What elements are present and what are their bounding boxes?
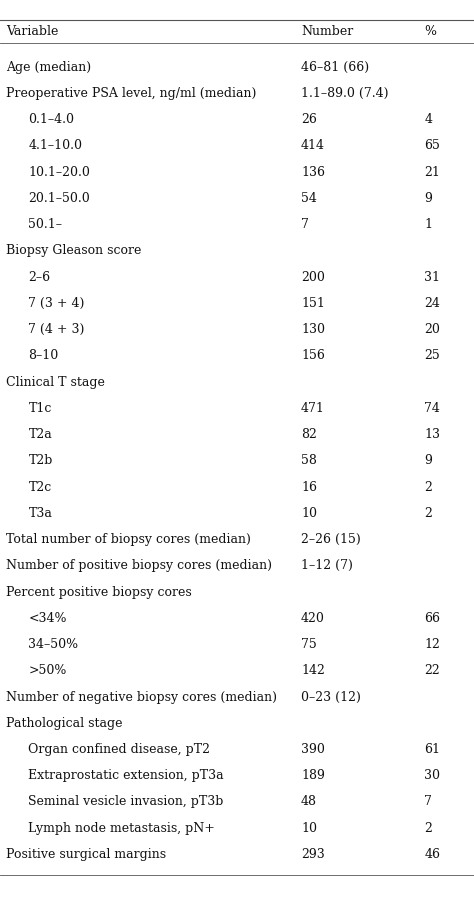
Text: Percent positive biopsy cores: Percent positive biopsy cores <box>6 586 191 598</box>
Text: 471: 471 <box>301 401 325 415</box>
Text: 151: 151 <box>301 297 325 310</box>
Text: Age (median): Age (median) <box>6 60 91 74</box>
Text: 66: 66 <box>424 612 440 625</box>
Text: Number of positive biopsy cores (median): Number of positive biopsy cores (median) <box>6 559 272 572</box>
Text: 13: 13 <box>424 428 440 441</box>
Text: 2: 2 <box>424 507 432 520</box>
Text: 22: 22 <box>424 664 440 678</box>
Text: 20.1–50.0: 20.1–50.0 <box>28 192 90 205</box>
Text: <34%: <34% <box>28 612 67 625</box>
Text: 136: 136 <box>301 166 325 178</box>
Text: 10: 10 <box>301 507 317 520</box>
Text: 9: 9 <box>424 454 432 467</box>
Text: 31: 31 <box>424 271 440 284</box>
Text: 10: 10 <box>301 822 317 834</box>
Text: 2: 2 <box>424 822 432 834</box>
Text: 82: 82 <box>301 428 317 441</box>
Text: 1: 1 <box>424 218 432 231</box>
Text: 26: 26 <box>301 113 317 126</box>
Text: 10.1–20.0: 10.1–20.0 <box>28 166 91 178</box>
Text: %: % <box>424 25 436 38</box>
Text: 7: 7 <box>301 218 309 231</box>
Text: 34–50%: 34–50% <box>28 638 79 651</box>
Text: Variable: Variable <box>6 25 58 38</box>
Text: 46: 46 <box>424 848 440 861</box>
Text: 21: 21 <box>424 166 440 178</box>
Text: Total number of biopsy cores (median): Total number of biopsy cores (median) <box>6 533 251 546</box>
Text: Biopsy Gleason score: Biopsy Gleason score <box>6 244 141 257</box>
Text: T3a: T3a <box>28 507 52 520</box>
Text: Extraprostatic extension, pT3a: Extraprostatic extension, pT3a <box>28 770 224 782</box>
Text: 30: 30 <box>424 770 440 782</box>
Text: 390: 390 <box>301 743 325 756</box>
Text: 4: 4 <box>424 113 432 126</box>
Text: Organ confined disease, pT2: Organ confined disease, pT2 <box>28 743 210 756</box>
Text: 156: 156 <box>301 349 325 363</box>
Text: 8–10: 8–10 <box>28 349 59 363</box>
Text: T2c: T2c <box>28 481 52 493</box>
Text: 0–23 (12): 0–23 (12) <box>301 690 361 704</box>
Text: 420: 420 <box>301 612 325 625</box>
Text: T2a: T2a <box>28 428 52 441</box>
Text: 7: 7 <box>424 796 432 808</box>
Text: 130: 130 <box>301 323 325 336</box>
Text: 2: 2 <box>424 481 432 493</box>
Text: 1–12 (7): 1–12 (7) <box>301 559 353 572</box>
Text: 25: 25 <box>424 349 440 363</box>
Text: 2–6: 2–6 <box>28 271 51 284</box>
Text: 414: 414 <box>301 140 325 152</box>
Text: 12: 12 <box>424 638 440 651</box>
Text: 2–26 (15): 2–26 (15) <box>301 533 361 546</box>
Text: 7 (4 + 3): 7 (4 + 3) <box>28 323 85 336</box>
Text: Seminal vesicle invasion, pT3b: Seminal vesicle invasion, pT3b <box>28 796 224 808</box>
Text: 54: 54 <box>301 192 317 205</box>
Text: 1.1–89.0 (7.4): 1.1–89.0 (7.4) <box>301 87 389 100</box>
Text: Preoperative PSA level, ng/ml (median): Preoperative PSA level, ng/ml (median) <box>6 87 256 100</box>
Text: Pathological stage: Pathological stage <box>6 716 122 730</box>
Text: Lymph node metastasis, pN+: Lymph node metastasis, pN+ <box>28 822 215 834</box>
Text: 46–81 (66): 46–81 (66) <box>301 60 369 74</box>
Text: 9: 9 <box>424 192 432 205</box>
Text: 48: 48 <box>301 796 317 808</box>
Text: 74: 74 <box>424 401 440 415</box>
Text: Number of negative biopsy cores (median): Number of negative biopsy cores (median) <box>6 690 277 704</box>
Text: 50.1–: 50.1– <box>28 218 63 231</box>
Text: 75: 75 <box>301 638 317 651</box>
Text: 24: 24 <box>424 297 440 310</box>
Text: 200: 200 <box>301 271 325 284</box>
Text: 4.1–10.0: 4.1–10.0 <box>28 140 82 152</box>
Text: 20: 20 <box>424 323 440 336</box>
Text: 16: 16 <box>301 481 317 493</box>
Text: 142: 142 <box>301 664 325 678</box>
Text: 61: 61 <box>424 743 440 756</box>
Text: >50%: >50% <box>28 664 67 678</box>
Text: Positive surgical margins: Positive surgical margins <box>6 848 166 861</box>
Text: Clinical T stage: Clinical T stage <box>6 375 105 389</box>
Text: 7 (3 + 4): 7 (3 + 4) <box>28 297 85 310</box>
Text: T2b: T2b <box>28 454 53 467</box>
Text: 65: 65 <box>424 140 440 152</box>
Text: 0.1–4.0: 0.1–4.0 <box>28 113 74 126</box>
Text: 58: 58 <box>301 454 317 467</box>
Text: T1c: T1c <box>28 401 52 415</box>
Text: Number: Number <box>301 25 353 38</box>
Text: 189: 189 <box>301 770 325 782</box>
Text: 293: 293 <box>301 848 325 861</box>
